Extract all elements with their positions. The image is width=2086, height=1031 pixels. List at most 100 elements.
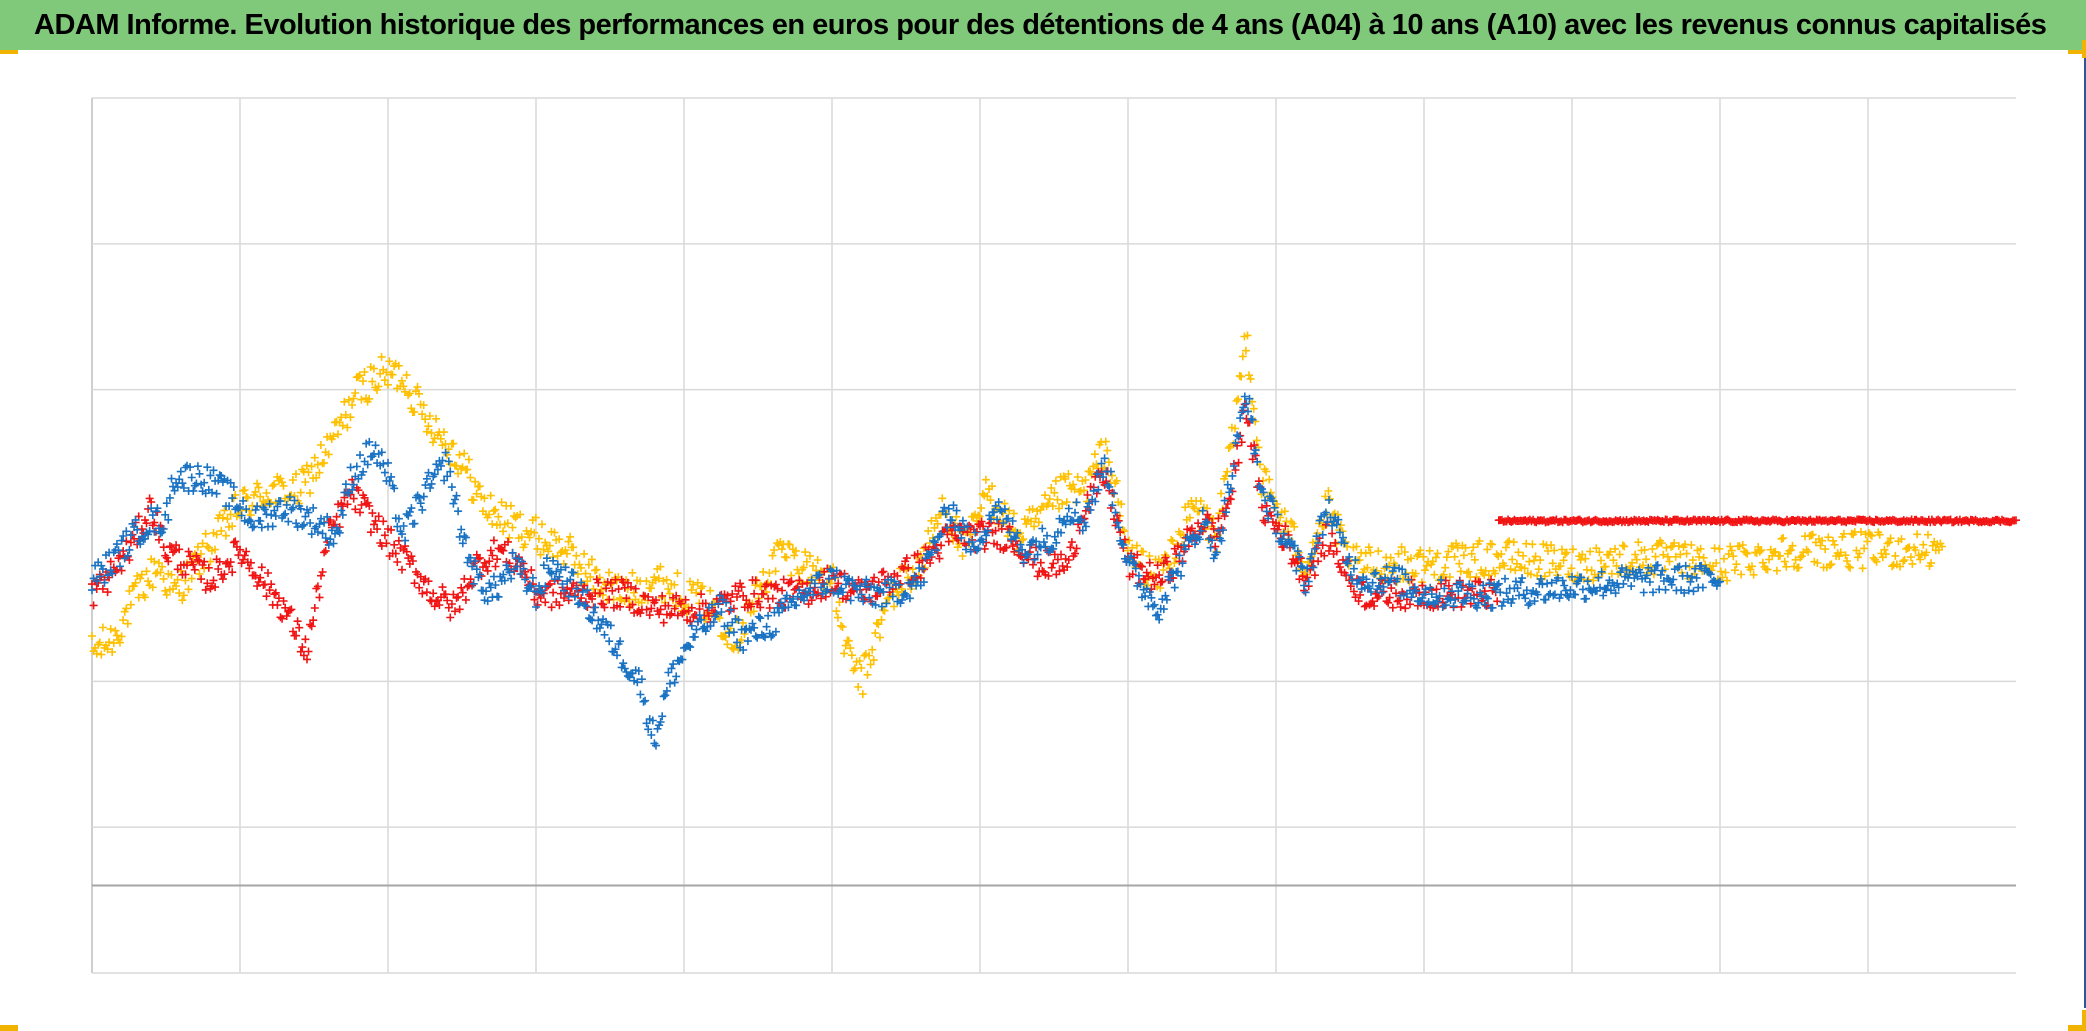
data-point-A10 bbox=[223, 515, 232, 523]
data-point-A07 bbox=[103, 588, 112, 597]
data-point-A10 bbox=[212, 530, 221, 539]
data-point-A04 bbox=[309, 503, 318, 512]
data-point-A10 bbox=[1536, 556, 1545, 565]
data-point-A10 bbox=[662, 575, 671, 584]
data-point-A07 bbox=[728, 590, 737, 598]
data-point-A07 bbox=[193, 555, 202, 564]
data-point-A04 bbox=[192, 479, 201, 488]
data-point-A07 bbox=[1008, 542, 1017, 551]
data-point-A07 bbox=[577, 594, 586, 603]
data-point-A04 bbox=[292, 519, 301, 528]
data-point-A04 bbox=[1272, 529, 1280, 538]
data-point-A07 bbox=[226, 558, 235, 567]
data-point-A04 bbox=[237, 511, 246, 520]
data-point-A07 bbox=[382, 539, 391, 548]
data-point-A07 bbox=[602, 584, 611, 593]
data-point-A07 bbox=[2012, 516, 2020, 525]
data-point-A07 bbox=[379, 517, 388, 526]
data-point-A04 bbox=[161, 510, 170, 519]
data-point-A10 bbox=[1508, 555, 1517, 564]
data-point-A10 bbox=[1688, 556, 1697, 565]
data-point-A04 bbox=[284, 517, 293, 526]
data-point-A10 bbox=[1670, 539, 1679, 547]
data-point-A10 bbox=[410, 408, 419, 416]
data-point-A10 bbox=[1821, 545, 1830, 554]
data-point-A10 bbox=[1050, 488, 1059, 497]
data-point-A10 bbox=[312, 473, 321, 482]
data-point-A04 bbox=[1071, 508, 1079, 517]
data-point-A10 bbox=[1217, 489, 1225, 498]
data-point-A07 bbox=[264, 569, 272, 577]
data-point-A04 bbox=[1681, 561, 1690, 570]
data-point-A07 bbox=[664, 601, 673, 610]
data-point-A10 bbox=[876, 633, 884, 642]
data-point-A10 bbox=[424, 422, 433, 431]
data-point-A10 bbox=[1776, 551, 1784, 560]
data-point-A07 bbox=[190, 565, 199, 574]
data-point-A07 bbox=[1332, 547, 1341, 556]
data-point-A07 bbox=[673, 611, 682, 620]
data-point-A07 bbox=[1142, 568, 1151, 577]
data-point-A07 bbox=[240, 551, 249, 560]
data-point-A10 bbox=[1290, 522, 1299, 531]
data-point-A10 bbox=[344, 395, 353, 404]
data-point-A07 bbox=[1162, 557, 1171, 566]
data-point-A04 bbox=[306, 519, 315, 527]
data-point-A10 bbox=[201, 529, 210, 538]
data-point-A10 bbox=[1788, 541, 1797, 550]
data-point-A04 bbox=[260, 505, 269, 514]
data-point-A07 bbox=[701, 599, 710, 608]
data-point-A04 bbox=[363, 460, 372, 469]
data-point-A07 bbox=[197, 575, 206, 584]
data-point-A10 bbox=[399, 382, 408, 391]
data-point-A10 bbox=[1145, 552, 1154, 560]
data-point-A10 bbox=[589, 585, 598, 593]
data-point-A04 bbox=[226, 478, 235, 487]
data-point-A10 bbox=[1064, 470, 1073, 478]
data-point-A04 bbox=[458, 539, 467, 548]
data-point-A04 bbox=[122, 527, 131, 536]
data-point-A07 bbox=[365, 501, 374, 510]
data-point-A10 bbox=[1241, 346, 1250, 355]
data-point-A10 bbox=[1662, 543, 1671, 552]
data-point-A04 bbox=[672, 672, 681, 681]
data-point-A04 bbox=[326, 535, 335, 544]
data-point-A10 bbox=[228, 522, 237, 531]
data-point-A10 bbox=[1467, 549, 1476, 558]
data-point-A04 bbox=[234, 504, 243, 513]
data-point-A07 bbox=[366, 528, 375, 537]
data-point-A10 bbox=[1863, 537, 1872, 546]
data-point-A07 bbox=[457, 583, 466, 592]
data-point-A07 bbox=[765, 604, 774, 612]
data-point-A10 bbox=[782, 553, 791, 562]
data-point-A10 bbox=[1737, 570, 1746, 579]
data-point-A04 bbox=[119, 532, 128, 540]
data-point-A10 bbox=[288, 476, 297, 484]
data-point-A10 bbox=[1612, 561, 1621, 570]
data-point-A04 bbox=[229, 483, 238, 491]
data-point-A07 bbox=[373, 525, 382, 534]
data-point-A04 bbox=[398, 530, 406, 539]
data-point-A10 bbox=[1640, 545, 1649, 554]
data-point-A07 bbox=[435, 601, 444, 609]
data-point-A10 bbox=[1695, 552, 1704, 561]
data-point-A07 bbox=[560, 594, 568, 602]
data-point-A07 bbox=[659, 618, 668, 627]
data-point-A10 bbox=[126, 600, 135, 609]
data-point-A04 bbox=[415, 493, 424, 502]
data-point-A07 bbox=[1320, 551, 1329, 560]
data-point-A10 bbox=[1022, 519, 1031, 528]
data-point-A10 bbox=[1483, 545, 1492, 554]
data-point-A07 bbox=[1401, 604, 1410, 613]
data-point-A10 bbox=[1058, 499, 1067, 508]
data-point-A10 bbox=[217, 526, 226, 535]
data-point-A10 bbox=[777, 545, 786, 554]
data-point-A07 bbox=[1387, 584, 1396, 593]
data-point-A04 bbox=[451, 495, 459, 504]
data-point-A10 bbox=[1609, 556, 1618, 565]
data-point-A04 bbox=[441, 448, 450, 457]
data-point-A07 bbox=[656, 605, 665, 614]
data-point-A10 bbox=[1568, 545, 1577, 554]
data-point-A07 bbox=[754, 597, 763, 606]
data-point-A07 bbox=[98, 584, 107, 593]
